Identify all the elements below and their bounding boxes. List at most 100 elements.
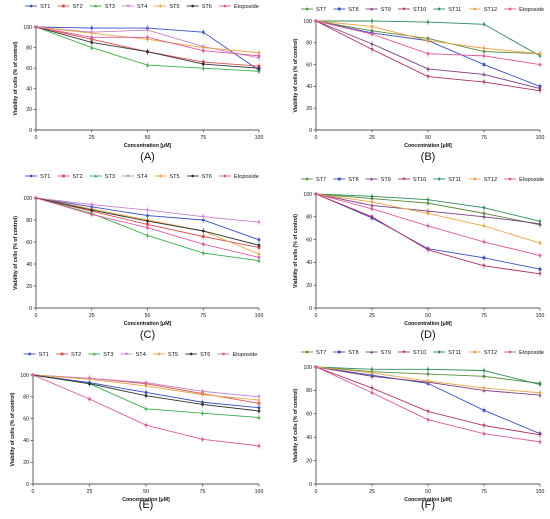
legend-label: ST8 bbox=[348, 350, 358, 356]
x-tick-label: 50 bbox=[425, 489, 431, 495]
data-point bbox=[200, 390, 205, 394]
data-point bbox=[146, 226, 149, 230]
data-point bbox=[370, 48, 374, 52]
legend-label: ST5 bbox=[168, 352, 178, 358]
legend-marker bbox=[62, 174, 65, 178]
data-point bbox=[257, 243, 261, 247]
legend: ST1 ST2 ST3 ST4 ST5 ST6 Etoposide bbox=[23, 352, 257, 358]
legend-marker bbox=[126, 174, 130, 178]
y-tick-label: 20 bbox=[23, 460, 29, 466]
data-point bbox=[482, 240, 486, 244]
x-tick-label: 75 bbox=[481, 313, 487, 319]
data-point bbox=[482, 46, 486, 50]
data-point bbox=[201, 403, 204, 406]
y-tick-label: 80 bbox=[26, 45, 32, 51]
legend-marker bbox=[337, 350, 341, 354]
x-tick-label: 75 bbox=[200, 313, 206, 319]
y-axis-title: Viability of cells (% of control) bbox=[293, 214, 299, 288]
y-tick-label: 40 bbox=[306, 435, 312, 441]
y-tick-label: 80 bbox=[306, 215, 312, 221]
data-point bbox=[426, 39, 430, 43]
legend: ST1 ST2 ST3 ST4 ST5 ST6 Etoposide bbox=[25, 174, 259, 180]
data-point bbox=[257, 401, 261, 405]
x-tick-label: 25 bbox=[369, 313, 375, 319]
y-tick-label: 20 bbox=[306, 458, 312, 464]
data-point bbox=[426, 20, 430, 24]
data-point bbox=[370, 367, 374, 372]
x-tick-label: 75 bbox=[481, 135, 487, 141]
legend: ST7 ST8 ST9 ST10 ST11 ST12 Etoposide bbox=[301, 177, 544, 183]
y-tick-label: 80 bbox=[26, 218, 32, 224]
legend-label: ST2 bbox=[71, 352, 81, 358]
data-point bbox=[87, 377, 92, 382]
legend-marker bbox=[92, 352, 96, 356]
legend-label: ST9 bbox=[381, 177, 391, 183]
legend-marker bbox=[28, 352, 32, 356]
data-point bbox=[538, 219, 542, 224]
data-point bbox=[90, 213, 94, 216]
data-point bbox=[145, 233, 150, 237]
data-point bbox=[146, 50, 149, 54]
y-tick-label: 60 bbox=[306, 237, 312, 243]
legend-marker bbox=[370, 7, 374, 11]
legend-label: ST9 bbox=[381, 7, 391, 13]
legend-label: ST9 bbox=[381, 350, 391, 356]
legend-label: ST12 bbox=[484, 350, 497, 356]
data-point bbox=[201, 437, 204, 441]
legend-marker bbox=[508, 350, 512, 354]
legend-marker bbox=[29, 4, 33, 8]
y-tick-label: 0 bbox=[29, 128, 32, 134]
data-point bbox=[538, 52, 542, 56]
panel-label: (C) bbox=[140, 329, 155, 341]
y-tick-label: 40 bbox=[26, 262, 32, 268]
data-point bbox=[482, 54, 486, 58]
y-axis-title: Viability of cells (% of control) bbox=[13, 216, 19, 290]
x-tick-label: 0 bbox=[315, 489, 318, 495]
legend-label: ST1 bbox=[40, 4, 50, 10]
legend-marker bbox=[126, 4, 130, 8]
data-point bbox=[538, 267, 542, 271]
data-point bbox=[482, 215, 486, 219]
x-tick-label: 75 bbox=[200, 489, 206, 495]
y-tick-label: 20 bbox=[306, 106, 312, 112]
data-point bbox=[426, 211, 430, 215]
data-point bbox=[426, 379, 430, 383]
data-point bbox=[538, 63, 542, 66]
data-point bbox=[538, 433, 542, 437]
y-tick-label: 100 bbox=[303, 365, 312, 371]
data-point bbox=[426, 418, 430, 422]
data-point bbox=[370, 32, 374, 36]
y-tick-label: 0 bbox=[309, 482, 312, 488]
x-tick-label: 25 bbox=[87, 489, 93, 495]
data-point bbox=[257, 252, 261, 256]
chart-panel-6: 0 20 40 60 80 100 0 25 50 75 100 Concentration [μM]… bbox=[293, 350, 544, 511]
legend-marker bbox=[62, 4, 65, 8]
x-tick-label: 100 bbox=[536, 135, 545, 141]
legend-label: ST12 bbox=[484, 177, 497, 183]
data-point bbox=[426, 201, 430, 205]
legend-label: ST11 bbox=[448, 177, 461, 183]
legend-label: Etoposide bbox=[519, 177, 544, 183]
x-tick-label: 50 bbox=[145, 135, 151, 141]
data-point bbox=[426, 367, 430, 372]
data-point bbox=[145, 208, 150, 212]
data-point bbox=[370, 207, 374, 211]
chart-panel-4: 0 20 40 60 80 100 0 25 50 75 100 Concentration [μM]… bbox=[293, 177, 544, 341]
y-tick-label: 20 bbox=[306, 283, 312, 289]
data-point bbox=[90, 41, 94, 44]
legend-marker bbox=[402, 350, 406, 354]
legend-marker bbox=[158, 4, 162, 8]
legend-label: ST2 bbox=[72, 174, 82, 180]
data-point bbox=[370, 42, 374, 46]
legend-marker bbox=[191, 174, 195, 178]
data-point bbox=[370, 19, 374, 23]
data-point bbox=[538, 440, 542, 444]
legend-marker bbox=[437, 7, 441, 11]
data-point bbox=[538, 272, 542, 276]
legend-marker bbox=[223, 4, 227, 8]
data-point bbox=[90, 203, 94, 207]
data-point bbox=[144, 407, 148, 411]
x-tick-label: 100 bbox=[255, 489, 264, 495]
legend-marker bbox=[370, 350, 374, 354]
